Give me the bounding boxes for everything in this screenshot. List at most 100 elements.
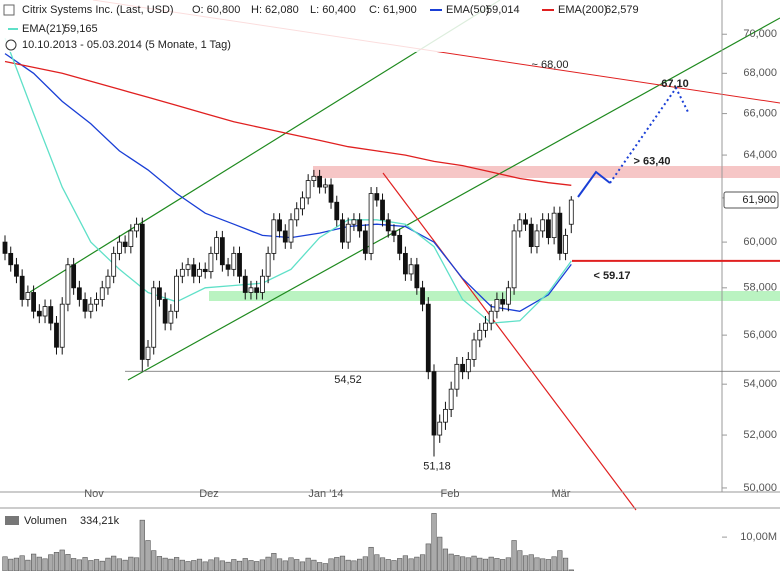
- candle-body: [471, 339, 477, 360]
- candle-body: [488, 310, 494, 324]
- candle-body: [231, 252, 237, 270]
- icon: [3, 4, 15, 16]
- volume-bar: [133, 557, 140, 571]
- volume-bar: [65, 554, 71, 571]
- candle-body: [505, 287, 511, 305]
- candle-body: [242, 275, 248, 293]
- candle-body: [408, 264, 414, 275]
- candle-body: [420, 287, 425, 305]
- annotation: > 63,40: [633, 156, 670, 168]
- candle-body: [551, 212, 557, 239]
- candle-body: [523, 219, 528, 225]
- volume-bar: [202, 561, 208, 571]
- candle-body: [139, 223, 145, 360]
- candle-body: [402, 252, 408, 275]
- legend-label: EMA(21): [22, 23, 65, 35]
- y-tick-label: 52,000: [743, 429, 777, 441]
- candle-body: [500, 299, 506, 305]
- candle-body: [8, 252, 14, 266]
- x-tick-label: Mär: [552, 488, 571, 500]
- candle-body: [99, 287, 105, 300]
- volume-bar: [42, 558, 48, 571]
- ohlc: H: 62,080: [251, 4, 299, 16]
- volume-bar: [500, 559, 506, 571]
- volume-bar: [191, 560, 197, 571]
- volume-bar: [482, 558, 489, 571]
- volume-bar: [156, 556, 163, 571]
- volume-bar: [562, 557, 569, 571]
- candle-body: [191, 264, 197, 277]
- candle-body: [483, 322, 488, 331]
- volume-bar: [299, 561, 306, 571]
- y-tick-label: 68,000: [743, 67, 777, 79]
- candle-body: [517, 219, 523, 232]
- candle-body: [65, 264, 71, 305]
- legend-value: 59,014: [486, 4, 520, 16]
- volume-bar: [477, 557, 483, 571]
- volume-bar: [442, 548, 449, 571]
- legend-label: EMA(200): [558, 4, 608, 16]
- volume-bar: [339, 555, 346, 571]
- candle-body: [511, 230, 517, 289]
- volume-bar: [362, 556, 368, 571]
- volume-bar: [19, 555, 25, 571]
- candle-body: [185, 264, 191, 270]
- y-tick-label: 66,000: [743, 107, 777, 119]
- x-tick-label: Nov: [84, 488, 104, 500]
- y-tick-label: 64,000: [743, 149, 777, 161]
- annotation: ~ 68,00: [531, 59, 568, 71]
- volume-bar: [162, 557, 168, 571]
- annotation: < 59.17: [593, 270, 630, 282]
- candle-body: [54, 322, 59, 348]
- projection: [577, 170, 611, 198]
- volume-bar: [517, 550, 523, 571]
- volume-bar: [522, 555, 529, 571]
- volume-bar: [551, 556, 557, 571]
- downtrend-line: [382, 172, 637, 511]
- volume-label: Volumen: [24, 515, 67, 527]
- candle-body: [2, 241, 8, 254]
- candle-body: [88, 303, 94, 312]
- ohlc: L: 60,400: [310, 4, 356, 16]
- volume-bar: [488, 556, 494, 571]
- volume-bar: [242, 558, 248, 571]
- volume-bar: [528, 554, 534, 571]
- candle-body: [540, 219, 546, 232]
- candle-body: [568, 199, 574, 225]
- annotation: 54,52: [334, 374, 362, 386]
- volume-bar: [311, 559, 317, 571]
- volume-bar: [545, 559, 551, 571]
- annotation: 67,10: [661, 78, 689, 90]
- ema-line: [4, 60, 572, 186]
- annotation: 51,18: [423, 460, 451, 472]
- volume-bar: [88, 560, 94, 571]
- price-label: 61,900: [742, 194, 776, 206]
- price-box: [723, 191, 779, 209]
- volume-bar: [368, 546, 374, 571]
- candle-body: [174, 275, 180, 312]
- candle-body: [19, 275, 25, 300]
- volume-bar: [540, 558, 546, 571]
- volume-bar: [259, 559, 266, 571]
- candle-body: [214, 237, 220, 254]
- candle-body: [534, 230, 540, 248]
- volume-bar: [328, 558, 334, 571]
- volume-bar: [208, 559, 214, 571]
- legend-value: 59,165: [64, 23, 98, 35]
- candle-body: [294, 208, 300, 221]
- candle-body: [340, 219, 345, 243]
- volume-bar: [494, 558, 500, 571]
- volume-bar: [25, 559, 31, 571]
- candle-body: [225, 264, 231, 270]
- volume-bar: [82, 557, 88, 571]
- volume-bar: [437, 536, 443, 571]
- candle-body: [145, 346, 151, 360]
- candle-body: [48, 306, 54, 324]
- candle-body: [328, 184, 334, 203]
- candle-body: [322, 184, 328, 188]
- candle-body: [391, 230, 397, 236]
- header-bg: [0, 0, 520, 52]
- candle-body: [563, 234, 568, 254]
- volume-bar: [511, 540, 517, 571]
- volume-bar: [13, 557, 20, 571]
